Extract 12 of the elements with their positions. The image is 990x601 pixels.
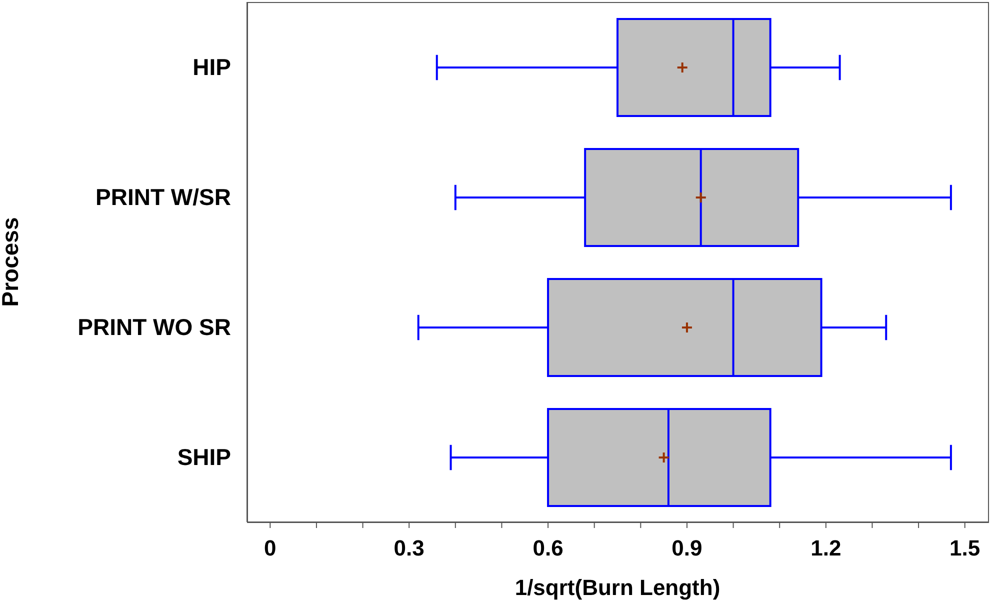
x-tick-label: 0.9 [672, 536, 702, 561]
x-tick-label: 0.3 [394, 536, 424, 561]
y-tick-label: SHIP [177, 444, 231, 470]
x-axis-title: 1/sqrt(Burn Length) [514, 575, 720, 600]
x-tick-label: 1.5 [950, 536, 980, 561]
y-axis-title: Process [0, 217, 24, 307]
y-tick-label: HIP [192, 54, 231, 80]
y-tick-label: PRINT W/SR [96, 184, 232, 210]
y-tick-label: PRINT WO SR [78, 314, 232, 340]
x-tick-label: 0 [264, 536, 276, 561]
x-tick-label: 0.6 [532, 536, 564, 561]
x-tick-label: 1.2 [810, 536, 842, 561]
